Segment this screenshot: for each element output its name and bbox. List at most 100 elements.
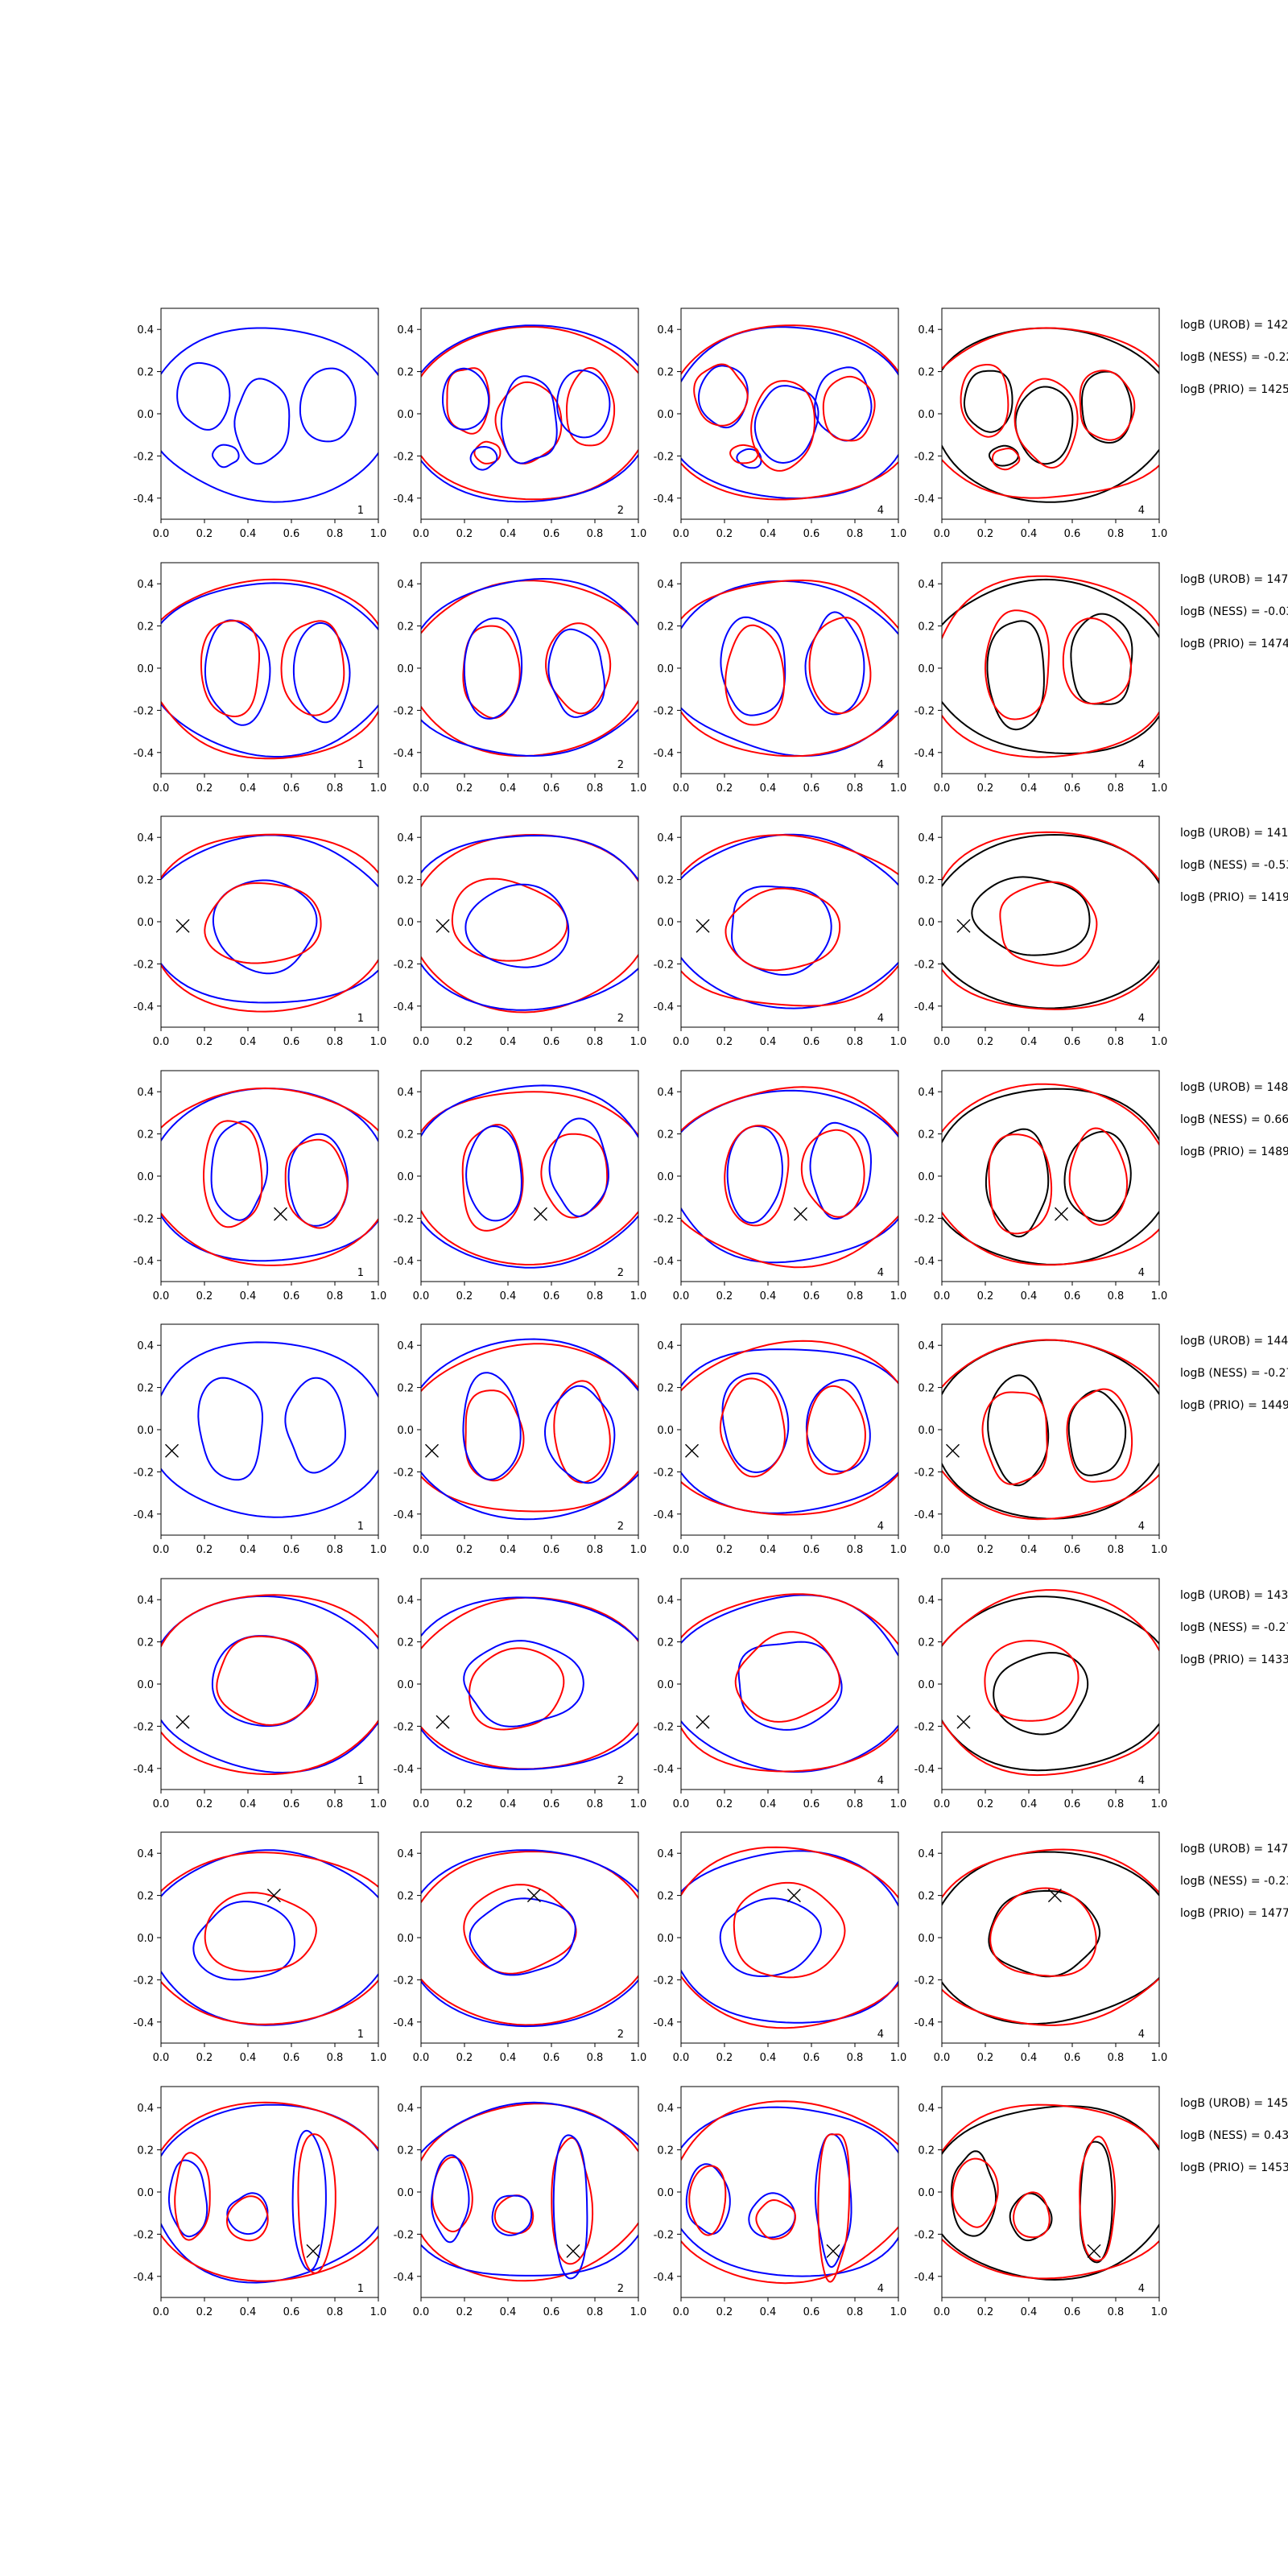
x-tick-label: 0.0	[413, 1290, 430, 1302]
panel-r7-c2: 0.0 0.2 0.4 0.6 0.8 1.0 -0.4 -0.2 0.0 0.2 0.4 2	[394, 1831, 646, 2064]
x-tick-label: 0.4	[240, 2052, 257, 2064]
logb-annotation: logB (UROB) = 145	[1180, 2097, 1288, 2110]
inner-contour	[750, 380, 815, 472]
y-tick-label: -0.2	[134, 2229, 154, 2241]
panel-r4-c2: 0.0 0.2 0.4 0.6 0.8 1.0 -0.4 -0.2 0.0 0.2 0.4 2	[394, 1070, 646, 1302]
x-tick-label: 0.2	[716, 1036, 733, 1048]
outer-contour	[161, 1594, 378, 1775]
inner-contour	[291, 2129, 327, 2272]
logb-annotation: logB (PRIO) = 1474	[1180, 638, 1288, 650]
x-tick-label: 0.0	[934, 782, 951, 795]
y-tick-label: -0.4	[914, 493, 935, 506]
y-tick-label: 0.0	[918, 1171, 935, 1183]
x-tick-label: 0.6	[803, 2306, 820, 2318]
inner-contour	[226, 2192, 269, 2235]
y-tick-label: 0.4	[137, 832, 154, 844]
x-tick-label: 0.6	[543, 2306, 560, 2318]
outer-contour	[681, 324, 898, 501]
contour-group	[681, 2100, 898, 2285]
x-tick-label: 0.6	[283, 1798, 300, 1810]
inner-contour	[192, 1901, 296, 1981]
x-tick-label: 0.2	[977, 2306, 994, 2318]
inner-contour	[693, 363, 749, 427]
y-tick-label: -0.4	[134, 1256, 154, 1268]
x-tick-label: 0.6	[543, 2052, 560, 2064]
x-tick-label: 1.0	[890, 2052, 907, 2064]
x-tick-label: 1.0	[630, 1544, 647, 1556]
x-tick-label: 0.8	[1108, 1036, 1125, 1048]
inner-contour	[719, 1897, 822, 1977]
y-tick-label: 0.2	[657, 1891, 674, 1903]
contour-group	[942, 1083, 1159, 1266]
x-tick-label: 0.2	[456, 2306, 473, 2318]
y-tick-label: 0.4	[137, 579, 154, 591]
cross-stroke	[1047, 1889, 1062, 1903]
x-tick-label: 0.4	[760, 1036, 777, 1048]
y-tick-label: -0.2	[134, 1721, 154, 1733]
cross-marker	[436, 1715, 450, 1729]
y-tick-label: 0.0	[918, 409, 935, 421]
y-tick-label: 0.2	[397, 1891, 414, 1903]
x-tick-label: 0.6	[1064, 2052, 1081, 2064]
x-tick-label: 0.6	[803, 1798, 820, 1810]
axes-frame	[680, 308, 899, 520]
inner-contour	[1009, 2192, 1053, 2242]
inner-contour	[465, 1125, 522, 1222]
y-tick-label: -0.4	[914, 1256, 935, 1268]
cross-stroke	[165, 1443, 179, 1458]
cross-marker	[685, 1443, 699, 1458]
outer-contour	[681, 1594, 898, 1773]
inner-contour	[203, 1120, 263, 1228]
contour-group	[421, 2101, 638, 2282]
logb-annotation: logB (UROB) = 148	[1180, 1081, 1288, 1094]
x-tick-label: 0.2	[456, 2052, 473, 2064]
x-tick-label: 0.0	[673, 1544, 690, 1556]
x-tick-label: 0.4	[1021, 2306, 1038, 2318]
inner-contour	[1068, 1127, 1129, 1226]
x-tick-label: 0.8	[587, 782, 604, 795]
y-tick-label: -0.4	[134, 1509, 154, 1521]
x-tick-label: 0.4	[760, 1290, 777, 1302]
y-tick-label: 0.0	[397, 409, 414, 421]
x-tick-label: 0.0	[413, 1036, 430, 1048]
y-tick-label: -0.2	[394, 1213, 414, 1225]
outer-contour	[681, 1340, 898, 1516]
panel-index-label: 1	[357, 759, 364, 771]
y-tick-label: 0.0	[137, 1425, 154, 1437]
cross-stroke	[436, 919, 450, 933]
y-tick-label: 0.2	[397, 1637, 414, 1649]
x-tick-label: 0.4	[760, 1544, 777, 1556]
inner-contour	[233, 378, 291, 465]
panel-index-label: 4	[1138, 1521, 1145, 1533]
x-tick-label: 0.8	[847, 528, 864, 540]
x-tick-label: 0.2	[196, 2052, 213, 2064]
y-tick-label: -0.4	[654, 1764, 674, 1776]
panel-index-label: 2	[617, 759, 624, 771]
y-tick-label: 0.2	[657, 875, 674, 887]
x-tick-label: 0.0	[934, 1036, 951, 1048]
panel-index-label: 4	[877, 759, 884, 771]
inner-contour	[726, 1125, 783, 1224]
panel-index-label: 2	[617, 2029, 624, 2041]
axes-frame	[680, 1070, 899, 1282]
x-tick-label: 0.8	[847, 782, 864, 795]
outer-contour	[421, 1091, 638, 1266]
x-tick-label: 0.4	[240, 2306, 257, 2318]
contour-group	[942, 1339, 1159, 1521]
logb-annotation: logB (UROB) = 147	[1180, 1843, 1288, 1856]
y-tick-label: 0.4	[657, 1848, 674, 1860]
inner-contour	[464, 1389, 525, 1482]
outer-contour	[681, 1593, 898, 1773]
panel-r8-c2: 0.0 0.2 0.4 0.6 0.8 1.0 -0.4 -0.2 0.0 0.2 0.4 2	[394, 2086, 646, 2318]
outer-contour	[942, 1851, 1159, 2025]
panel-r2-c4: 0.0 0.2 0.4 0.6 0.8 1.0 -0.4 -0.2 0.0 0.2 0.4 4	[914, 562, 1167, 795]
logb-annotation: logB (UROB) = 147	[1180, 573, 1288, 586]
y-tick-label: -0.4	[914, 2017, 935, 2029]
x-tick-label: 0.6	[283, 1544, 300, 1556]
x-tick-label: 1.0	[630, 782, 647, 795]
inner-contour	[442, 367, 490, 431]
inner-contour	[545, 622, 612, 715]
inner-contour	[463, 617, 523, 720]
axes-frame	[941, 1578, 1160, 1790]
x-tick-label: 0.4	[240, 528, 257, 540]
